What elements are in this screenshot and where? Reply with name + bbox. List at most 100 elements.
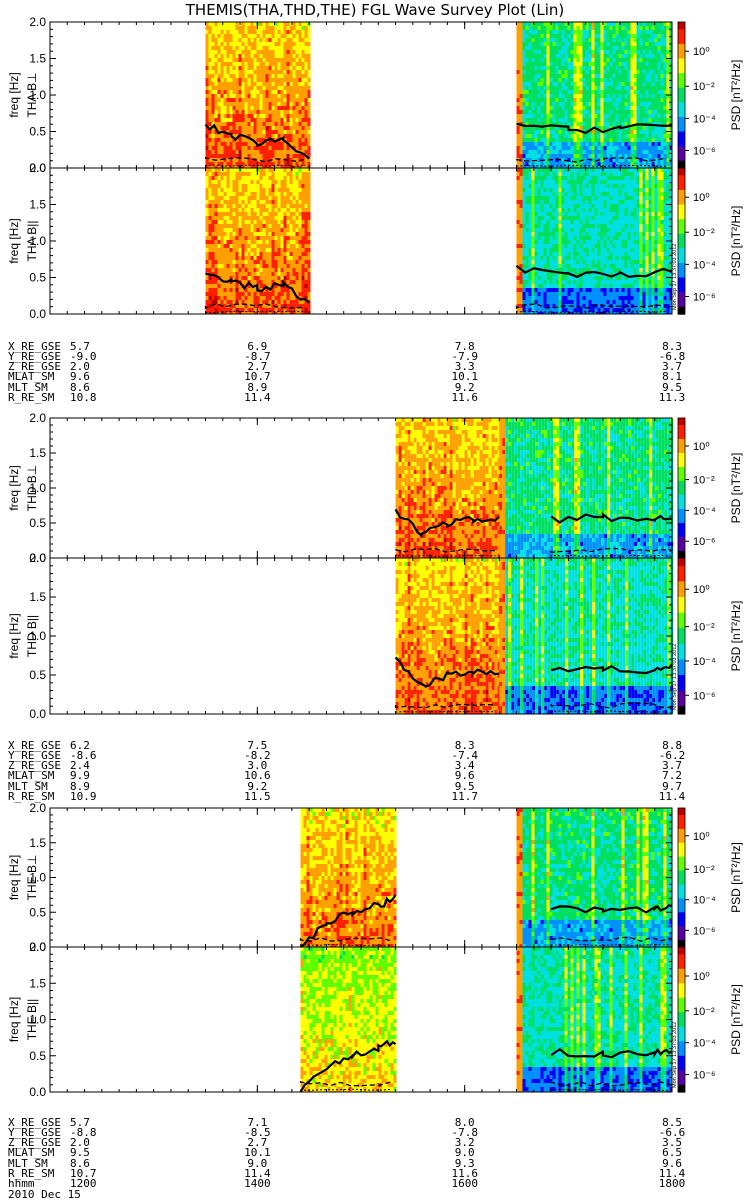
colorbar-tick-label: 10⁻⁴ — [693, 113, 716, 125]
colorbar-tick-label: 10⁻⁶ — [693, 291, 716, 303]
colorbar-tick-label: 10⁻² — [693, 1006, 715, 1018]
ephemeris-value: 11.3 — [659, 393, 686, 403]
y-tick-label: 2.0 — [29, 940, 46, 954]
panel-freq-label: freq [Hz] — [7, 613, 21, 658]
colorbar: 10⁰ 10⁻² 10⁻⁴ 10⁻⁶ PSD [nT²/Hz] Mon Sep 17 13… — [672, 168, 743, 315]
ephemeris-row: Y_RE_GSE-8.8-8.5-7.8-6.6 — [8, 1128, 698, 1138]
y-tick-label: 0.5 — [29, 271, 46, 285]
date-label: 2010 Dec 15 — [8, 1190, 698, 1200]
ephemeris-value: 10.9 — [70, 792, 97, 802]
y-tick-label: 1.5 — [29, 836, 46, 850]
ephemeris-value: 1200 — [70, 1179, 97, 1189]
panel-freq-label: freq [Hz] — [7, 72, 21, 117]
y-tick-label: 1.5 — [29, 198, 46, 212]
ephemeris-value: 11.6 — [451, 393, 478, 403]
y-tick-label: 1.5 — [29, 446, 46, 460]
ephemeris-value: 1400 — [244, 1179, 271, 1189]
colorbar-tick-label: 10⁻⁴ — [693, 656, 716, 668]
colorbar-tick-label: 10⁻² — [693, 864, 715, 876]
panel-freq-label: freq [Hz] — [7, 855, 21, 900]
y-tick-label: 0.5 — [29, 668, 46, 682]
y-tick-label: 0.5 — [29, 516, 46, 530]
ephemeris-row: R_RE_SM 10.9 11.5 11.7 11.4 — [8, 792, 698, 802]
y-tick-label: 1.5 — [29, 590, 46, 604]
colorbar-tick-label: 10⁰ — [693, 46, 710, 58]
colorbar-tick-label: 10⁻⁶ — [693, 1070, 716, 1082]
y-tick-label: 2.0 — [29, 411, 46, 425]
colorbar-tick-label: 10⁰ — [693, 192, 710, 204]
panel-ylabel: THE B⊥ — [25, 855, 39, 901]
colorbar-tick-label: 10⁻² — [693, 81, 715, 93]
ephemeris-value: 11.4 — [659, 792, 686, 802]
timestamp-stamp: Mon Sep 17 13:37:03 2012 — [672, 244, 678, 310]
ephemeris-label: hhmm — [8, 1179, 35, 1189]
colorbar-tick-label: 10⁻² — [693, 475, 715, 487]
ephemeris-label: R_RE_SM — [8, 393, 54, 403]
y-tick-label: 2.0 — [29, 161, 46, 175]
ephemeris-label: R_RE_SM — [8, 792, 54, 802]
y-tick-label: 0.0 — [29, 307, 46, 321]
panel-freq-label: freq [Hz] — [7, 997, 21, 1042]
y-tick-label: 0.5 — [29, 905, 46, 919]
panel-freq-label: freq [Hz] — [7, 465, 21, 510]
y-tick-label: 0.5 — [29, 125, 46, 139]
colorbar-label: PSD [nT²/Hz] — [729, 984, 743, 1055]
colorbar: 10⁰ 10⁻² 10⁻⁴ 10⁻⁶ PSD [nT²/Hz] Mon Sep 17 13… — [672, 947, 743, 1093]
colorbar-tick-label: 10⁻⁴ — [693, 505, 716, 517]
ephemeris-value: 1800 — [659, 1179, 686, 1189]
colorbar: 10⁰ 10⁻² 10⁻⁴ 10⁻⁶ PSD [nT²/Hz] — [678, 22, 743, 169]
ephemeris-value: 11.7 — [451, 792, 478, 802]
y-tick-label: 1.5 — [29, 52, 46, 66]
colorbar-tick-label: 10⁻⁴ — [693, 895, 716, 907]
colorbar-tick-label: 10⁰ — [693, 584, 710, 596]
timestamp-stamp: Mon Sep 17 13:37:03 2012 — [672, 644, 678, 710]
colorbar-label: PSD [nT²/Hz] — [729, 842, 743, 913]
ephemeris-value: 11.5 — [244, 792, 271, 802]
panel-ylabel: THA B|| — [25, 221, 39, 262]
colorbar-label: PSD [nT²/Hz] — [729, 206, 743, 277]
panel-ylabel: THD B|| — [25, 615, 39, 657]
colorbar-tick-label: 10⁻⁶ — [693, 925, 716, 937]
colorbar-tick-label: 10⁻² — [693, 227, 715, 239]
colorbar-tick-label: 10⁰ — [693, 971, 710, 983]
y-tick-label: 2.0 — [29, 15, 46, 29]
colorbar-tick-label: 10⁻⁴ — [693, 1038, 716, 1050]
colorbar-tick-label: 10⁻⁴ — [693, 259, 716, 271]
y-tick-label: 0.5 — [29, 1049, 46, 1063]
panel-freq-label: freq [Hz] — [7, 218, 21, 263]
panel-ylabel: THD B⊥ — [25, 465, 39, 511]
colorbar-label: PSD [nT²/Hz] — [729, 453, 743, 524]
colorbar-tick-label: 10⁻⁶ — [693, 145, 716, 157]
colorbar-label: PSD [nT²/Hz] — [729, 60, 743, 131]
panel-ylabel: THE B|| — [25, 999, 39, 1041]
y-tick-label: 0.0 — [29, 707, 46, 721]
colorbar-label: PSD [nT²/Hz] — [729, 601, 743, 672]
y-tick-label: 2.0 — [29, 551, 46, 565]
y-tick-label: 1.5 — [29, 976, 46, 990]
timestamp-stamp: Mon Sep 17 13:37:03 2012 — [672, 1022, 678, 1088]
ephemeris-value: 10.8 — [70, 393, 97, 403]
colorbar-tick-label: 10⁰ — [693, 441, 710, 453]
